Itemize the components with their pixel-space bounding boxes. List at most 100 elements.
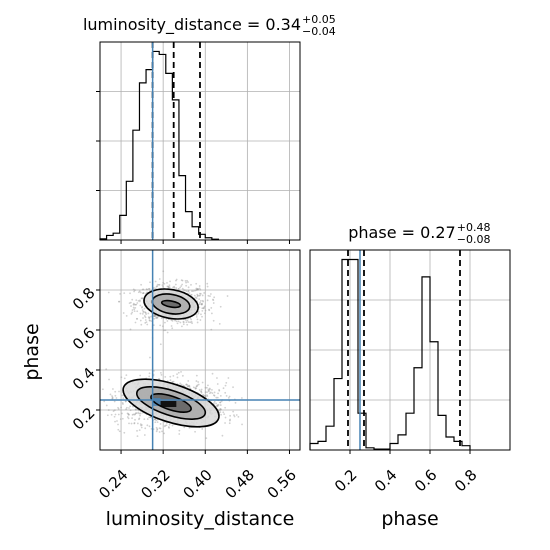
scatter-point — [219, 404, 222, 406]
scatter-point — [197, 383, 200, 386]
scatter-point — [122, 312, 125, 314]
scatter-point — [168, 426, 170, 429]
x-tick-label: 0.6 — [411, 466, 441, 496]
scatter-point — [172, 286, 174, 289]
scatter-point — [209, 391, 212, 394]
scatter-point — [178, 429, 181, 432]
scatter-point — [200, 303, 203, 306]
scatter-point — [143, 434, 146, 436]
scatter-point — [190, 293, 193, 296]
scatter-point — [190, 318, 193, 321]
scatter-point — [180, 285, 183, 287]
scatter-point — [132, 288, 135, 291]
scatter-point — [198, 298, 201, 301]
x-tick-label: 0.8 — [451, 466, 481, 496]
scatter-point — [175, 320, 178, 323]
scatter-point — [129, 328, 132, 331]
scatter-point — [121, 412, 123, 415]
scatter-point — [187, 321, 190, 323]
scatter-point — [135, 303, 138, 306]
scatter-point — [187, 286, 190, 289]
scatter-point — [174, 283, 177, 286]
scatter-point — [162, 270, 165, 273]
scatter-point — [132, 303, 135, 306]
scatter-point — [211, 392, 214, 395]
scatter-point — [156, 421, 159, 423]
scatter-point — [186, 385, 189, 388]
scatter-point — [229, 414, 232, 417]
scatter-point — [112, 410, 115, 413]
scatter-point — [195, 387, 198, 390]
scatter-point — [127, 412, 130, 415]
x-tick-label: 0.2 — [331, 466, 361, 496]
scatter-point — [196, 294, 199, 297]
scatter-point — [200, 390, 203, 393]
scatter-point — [117, 423, 119, 426]
scatter-point — [196, 288, 199, 291]
scatter-point — [202, 300, 205, 303]
lum-hist-grid — [100, 42, 300, 240]
scatter-point — [213, 394, 216, 397]
scatter-point — [188, 292, 191, 294]
phase-hist-steps — [309, 258, 471, 450]
scatter-point — [140, 297, 143, 300]
phase-hist-panel: 0.2 0.4 0.6 0.8 phase = 0.27 +0.48 −0.08 — [309, 221, 511, 496]
scatter-point — [133, 290, 136, 293]
scatter-point — [167, 286, 170, 289]
scatter-point — [143, 315, 146, 317]
scatter-point — [218, 389, 221, 392]
y-tick-label: 0.2 — [69, 404, 99, 434]
scatter-point — [176, 376, 179, 379]
contour-line — [122, 378, 220, 428]
scatter-point — [208, 388, 211, 391]
scatter-point — [129, 405, 132, 408]
scatter-point — [128, 413, 130, 416]
scatter-point — [137, 299, 140, 302]
scatter-point — [135, 412, 138, 414]
x-tick-label: 0.32 — [137, 466, 173, 502]
scatter-point — [197, 288, 199, 290]
scatter-point — [136, 317, 138, 320]
scatter-point — [127, 413, 130, 416]
scatter-point — [199, 300, 202, 302]
scatter-point — [179, 321, 182, 324]
scatter-point — [148, 316, 151, 319]
scatter-point — [194, 387, 197, 390]
scatter-point — [195, 282, 198, 285]
scatter-point — [173, 285, 176, 288]
scatter-point — [113, 409, 116, 411]
scatter-point — [138, 418, 140, 421]
scatter-point — [204, 394, 206, 397]
scatter-point — [195, 287, 198, 290]
scatter-point — [198, 303, 201, 305]
scatter-point — [176, 322, 179, 325]
scatter-point — [144, 319, 147, 321]
y-tick-label: 0.6 — [69, 324, 99, 354]
scatter-point — [172, 374, 175, 377]
scatter-point — [207, 384, 209, 387]
scatter-point — [159, 427, 162, 430]
scatter-point — [186, 323, 189, 326]
scatter-point — [224, 422, 226, 424]
scatter-point — [219, 394, 222, 397]
scatter-point — [136, 310, 139, 313]
scatter-point — [185, 383, 188, 386]
x-tick-label: 0.40 — [179, 466, 215, 502]
scatter-point — [232, 410, 235, 413]
scatter-point — [149, 281, 151, 284]
scatter-point — [209, 295, 211, 298]
scatter-point — [225, 381, 228, 384]
scatter-point — [160, 373, 163, 376]
scatter-point — [111, 395, 113, 397]
scatter-point — [192, 386, 195, 389]
scatter-point — [201, 302, 203, 305]
scatter-point — [210, 312, 213, 315]
scatter-point — [224, 406, 227, 409]
scatter-point — [175, 287, 178, 289]
scatter-point — [175, 279, 177, 282]
scatter-point — [166, 320, 169, 322]
scatter-point — [147, 316, 150, 319]
scatter-point — [201, 294, 204, 297]
scatter-point — [110, 413, 113, 416]
scatter-point — [117, 406, 119, 409]
